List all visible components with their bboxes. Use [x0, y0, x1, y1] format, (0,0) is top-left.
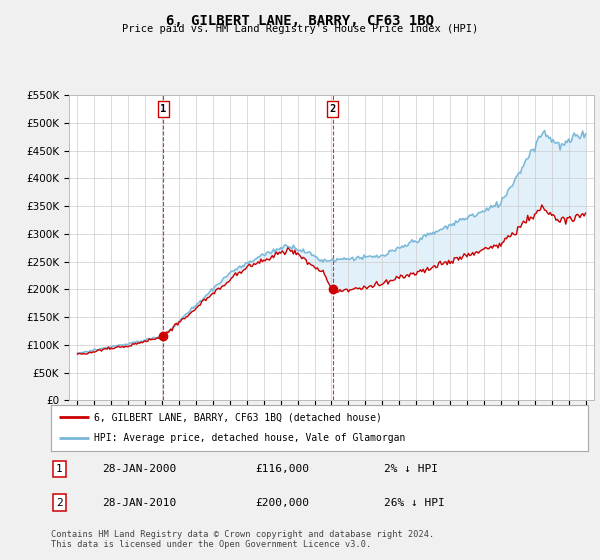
Text: Contains HM Land Registry data © Crown copyright and database right 2024.: Contains HM Land Registry data © Crown c… [51, 530, 434, 539]
Text: 28-JAN-2000: 28-JAN-2000 [102, 464, 176, 474]
Text: HPI: Average price, detached house, Vale of Glamorgan: HPI: Average price, detached house, Vale… [94, 433, 406, 444]
Text: £116,000: £116,000 [255, 464, 309, 474]
Text: Price paid vs. HM Land Registry's House Price Index (HPI): Price paid vs. HM Land Registry's House … [122, 24, 478, 34]
Text: 1: 1 [56, 464, 62, 474]
Text: 6, GILBERT LANE, BARRY, CF63 1BQ: 6, GILBERT LANE, BARRY, CF63 1BQ [166, 14, 434, 28]
Text: 6, GILBERT LANE, BARRY, CF63 1BQ (detached house): 6, GILBERT LANE, BARRY, CF63 1BQ (detach… [94, 412, 382, 422]
Text: 2% ↓ HPI: 2% ↓ HPI [384, 464, 438, 474]
Text: 26% ↓ HPI: 26% ↓ HPI [384, 497, 445, 507]
Text: 28-JAN-2010: 28-JAN-2010 [102, 497, 176, 507]
Text: 2: 2 [329, 104, 336, 114]
Text: This data is licensed under the Open Government Licence v3.0.: This data is licensed under the Open Gov… [51, 540, 371, 549]
Text: 1: 1 [160, 104, 166, 114]
Text: £200,000: £200,000 [255, 497, 309, 507]
Text: 2: 2 [56, 497, 62, 507]
